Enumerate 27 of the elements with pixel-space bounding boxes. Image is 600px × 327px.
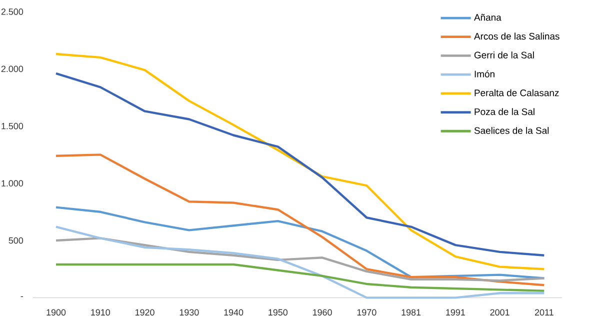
y-tick-label: 1.000 xyxy=(2,180,24,186)
x-tick-label: 1991 xyxy=(446,309,465,316)
legend-label: Saelices de la Sal xyxy=(474,126,549,134)
x-tick-label: 1950 xyxy=(268,309,288,316)
x-tick-label: 1940 xyxy=(224,309,244,316)
legend-label: Poza de la Sal xyxy=(474,108,534,116)
x-tick-label: 1981 xyxy=(402,309,421,316)
legend-label: Añana xyxy=(474,14,502,21)
line-series xyxy=(54,154,546,286)
x-tick-label: 1910 xyxy=(91,309,110,316)
y-tick-label: 2.000 xyxy=(1,66,24,72)
x-tick-label: 2011 xyxy=(534,309,554,316)
x-tick-label: 1930 xyxy=(180,309,199,316)
x-tick-label: 1920 xyxy=(135,309,154,316)
x-tick-label: 1900 xyxy=(46,309,66,316)
x-tick-label: 1970 xyxy=(357,309,376,316)
x-tick-label: 1960 xyxy=(312,309,332,316)
legend-label: Gerri de la Sal xyxy=(474,51,534,58)
line-series xyxy=(54,237,546,282)
legend-label: Imón xyxy=(474,70,494,78)
y-tick-label: 2.500 xyxy=(1,8,24,15)
legend-label: Arcos de las Salinas xyxy=(474,32,560,40)
legend-label: Peralta de Calasanz xyxy=(474,89,559,96)
y-tick-label: - xyxy=(20,296,24,298)
x-tick-label: 2001 xyxy=(490,309,510,316)
y-tick-label: 1.500 xyxy=(2,122,24,130)
y-tick-label: 500 xyxy=(8,237,24,244)
